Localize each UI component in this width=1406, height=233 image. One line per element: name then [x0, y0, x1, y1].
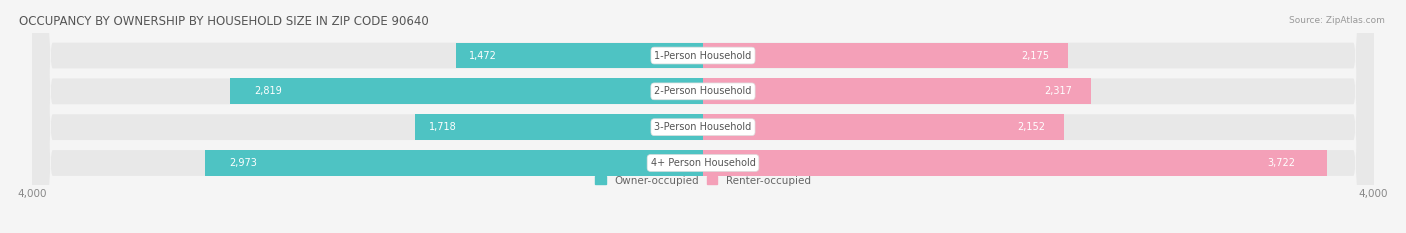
Text: 2,175: 2,175 — [1021, 51, 1049, 61]
Text: 3,722: 3,722 — [1268, 158, 1296, 168]
Legend: Owner-occupied, Renter-occupied: Owner-occupied, Renter-occupied — [595, 176, 811, 186]
Bar — [457, 43, 703, 69]
Text: 2,973: 2,973 — [229, 158, 257, 168]
Text: 1,472: 1,472 — [468, 51, 496, 61]
FancyBboxPatch shape — [32, 0, 1374, 233]
Text: OCCUPANCY BY OWNERSHIP BY HOUSEHOLD SIZE IN ZIP CODE 90640: OCCUPANCY BY OWNERSHIP BY HOUSEHOLD SIZE… — [20, 15, 429, 28]
Text: 1-Person Household: 1-Person Household — [654, 51, 752, 61]
Text: 3-Person Household: 3-Person Household — [654, 122, 752, 132]
FancyBboxPatch shape — [32, 0, 1374, 233]
Bar — [703, 114, 1064, 140]
Text: 2,152: 2,152 — [1018, 122, 1046, 132]
Text: 2-Person Household: 2-Person Household — [654, 86, 752, 96]
Text: 1,718: 1,718 — [429, 122, 457, 132]
Text: 2,819: 2,819 — [254, 86, 281, 96]
Text: 2,317: 2,317 — [1045, 86, 1071, 96]
Bar — [205, 150, 703, 176]
Text: Source: ZipAtlas.com: Source: ZipAtlas.com — [1289, 16, 1385, 25]
Bar — [703, 150, 1327, 176]
Bar — [703, 43, 1067, 69]
FancyBboxPatch shape — [32, 0, 1374, 233]
FancyBboxPatch shape — [32, 0, 1374, 233]
Bar — [231, 79, 703, 104]
Bar — [415, 114, 703, 140]
Bar — [703, 79, 1091, 104]
Text: 4+ Person Household: 4+ Person Household — [651, 158, 755, 168]
